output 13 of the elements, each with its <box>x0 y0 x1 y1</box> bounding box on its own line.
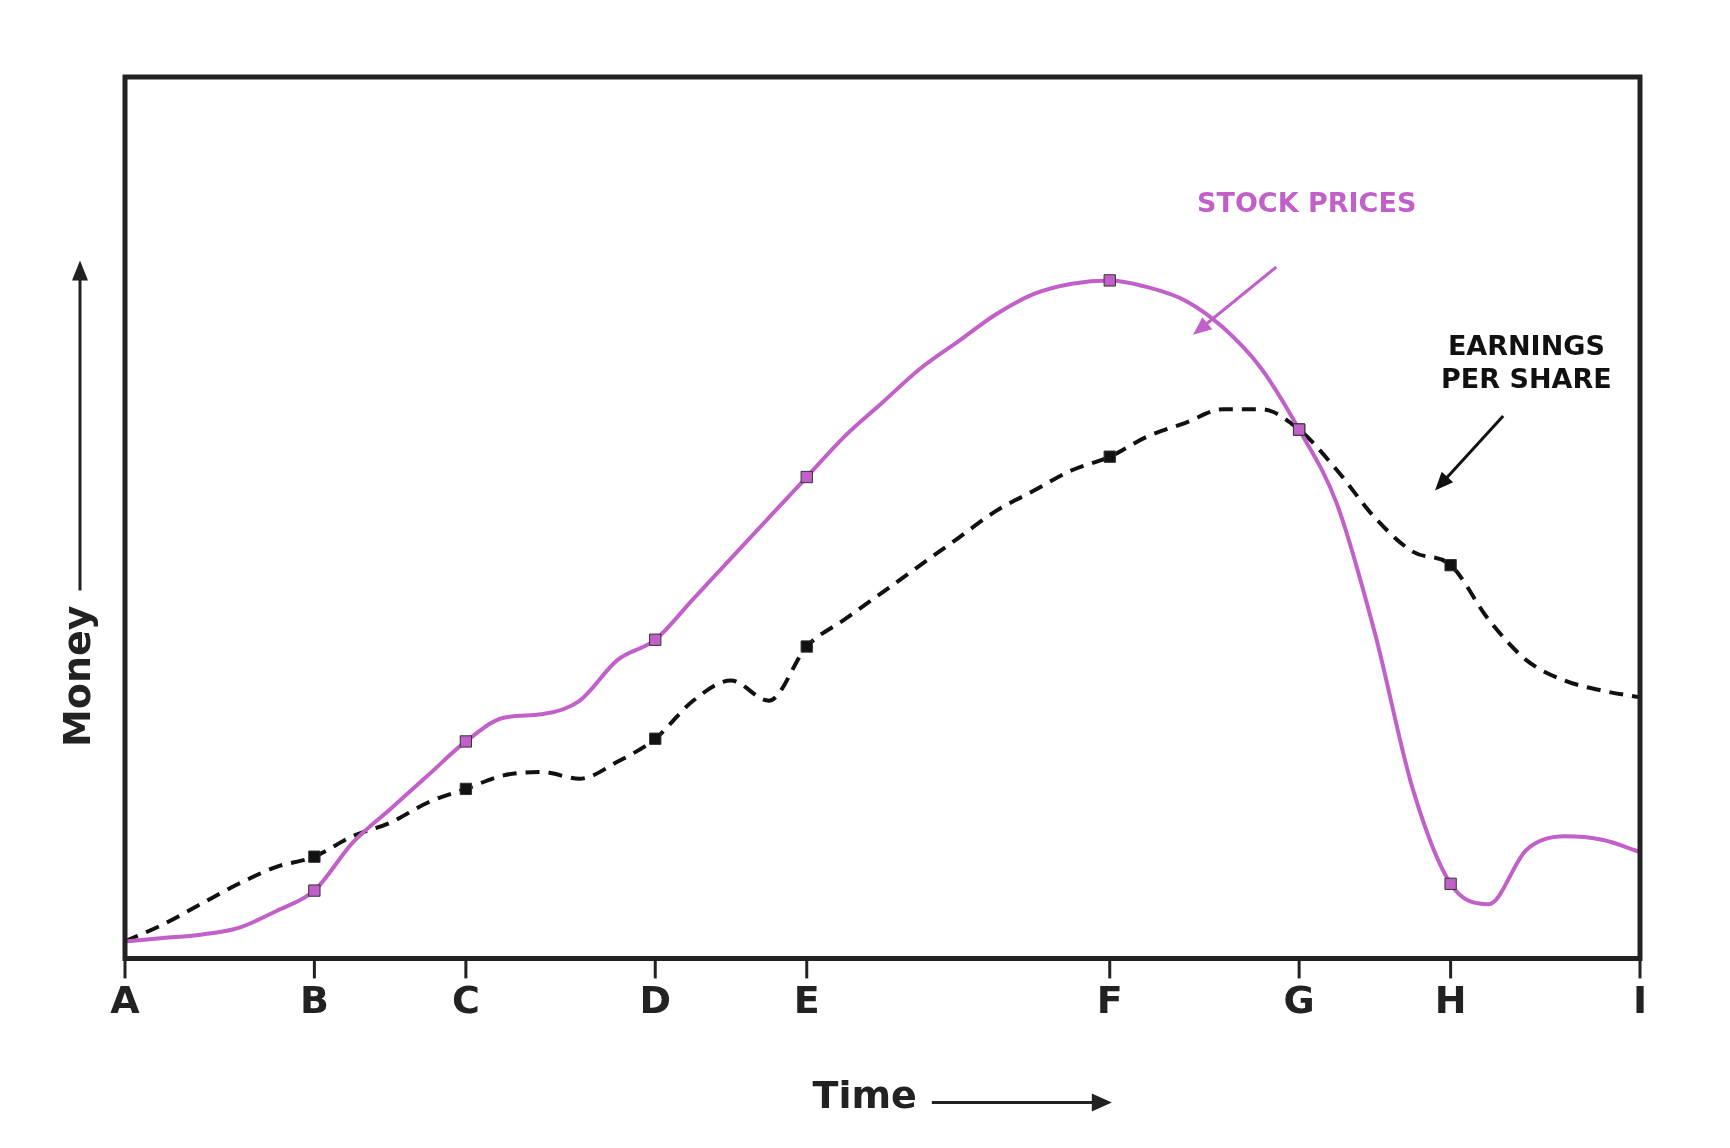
x-tick-label: D <box>639 978 672 1023</box>
text: EARNINGS PER SHARE <box>1441 328 1612 395</box>
x-tick-label: C <box>451 978 480 1023</box>
x-tick-label: H <box>1434 978 1467 1023</box>
text: STOCK PRICES <box>1197 186 1417 220</box>
y-axis-title: Money <box>54 605 99 747</box>
x-tick-label: A <box>110 978 141 1023</box>
x-tick-label: E <box>793 978 820 1023</box>
x-tick-label: I <box>1632 978 1648 1023</box>
x-axis-title: Time <box>812 1073 917 1118</box>
x-tick-label: B <box>299 978 329 1023</box>
x-tick-label: F <box>1096 978 1123 1023</box>
x-tick-label: G <box>1283 978 1315 1023</box>
